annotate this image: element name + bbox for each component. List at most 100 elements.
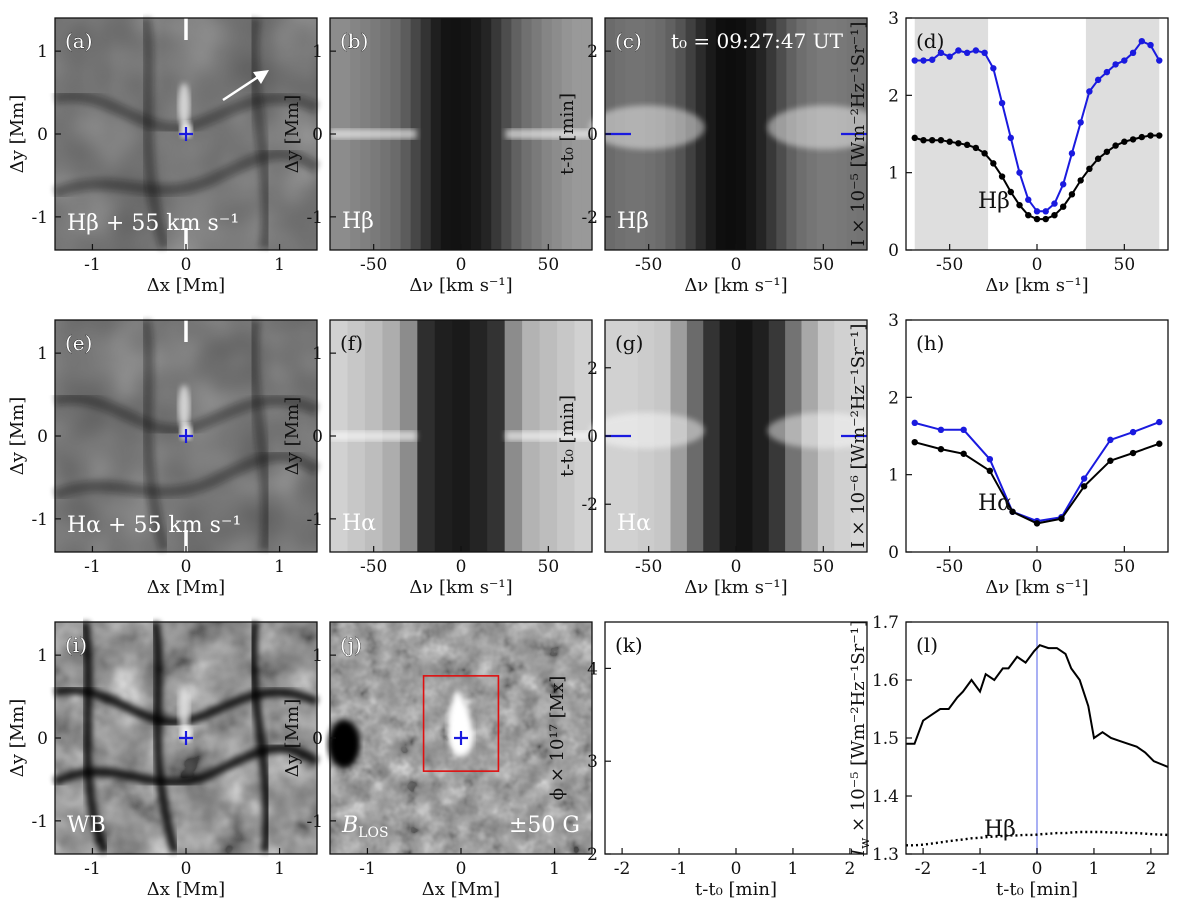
data-point-1	[1107, 457, 1114, 464]
data-point-0	[1077, 119, 1084, 126]
direction-arrow	[222, 73, 262, 102]
series-line-0	[914, 421, 1160, 523]
y-tick-label: -1	[306, 510, 323, 530]
series-line-0	[605, 670, 867, 847]
panel-annotation: Hα	[342, 511, 376, 536]
y-axis-label: t-t₀ [min]	[557, 93, 578, 175]
x-tick-label: 1	[274, 859, 285, 879]
x-tick-label: 50	[538, 557, 560, 577]
x-axis-label: t-t₀ [min]	[695, 879, 777, 900]
x-tick-label: -2	[614, 859, 631, 879]
data-point-0	[911, 57, 918, 64]
spectral-column	[434, 320, 453, 552]
data-point-0	[911, 419, 918, 427]
data-point-0	[981, 49, 988, 56]
data-point-0	[920, 57, 927, 64]
y-tick-label: 1	[312, 646, 323, 666]
data-point-1	[937, 136, 945, 144]
data-point-0	[1068, 150, 1076, 157]
data-point-1	[1042, 215, 1049, 223]
plus-marker	[179, 731, 193, 745]
data-point-1	[1051, 212, 1058, 219]
intergranular-lane	[150, 621, 180, 854]
series-line-1	[914, 441, 1160, 525]
panel-c: (c) t₀ = 09:27:47 UT Hβ -50 0 50 -2 0 2 Δν [km s⁻…	[557, 17, 883, 296]
data-point-1	[1009, 508, 1016, 515]
y-tick-label: 0	[888, 241, 899, 261]
data-point-1	[1156, 440, 1163, 447]
panel-label: (k)	[615, 633, 643, 657]
panel-label: (f)	[340, 331, 363, 355]
data-point-1	[1060, 203, 1067, 210]
panel-label: (h)	[916, 331, 945, 355]
data-point-1	[1112, 142, 1119, 149]
y-tick-label: 1.5	[872, 729, 899, 749]
data-point-0	[1086, 88, 1093, 95]
spectral-column	[756, 18, 767, 250]
x-tick-label: 1	[549, 859, 560, 879]
x-tick-label: 2	[844, 859, 855, 879]
y-tick-label: 1	[312, 42, 323, 62]
x-tick-label: 0	[181, 557, 192, 577]
x-tick-label: -50	[360, 255, 387, 275]
data-point-1	[963, 141, 971, 149]
data-point-1	[1156, 132, 1163, 139]
y-axis-label: Iw × 10⁻⁵ [Wm⁻²Hz⁻¹Sr⁻¹]	[848, 620, 873, 857]
x-tick-label: 0	[1032, 859, 1043, 879]
y-axis-label: t-t₀ [min]	[557, 395, 578, 477]
y-axis-label-rest: × 10⁻⁵ [Wm⁻²Hz⁻¹Sr⁻¹]	[848, 620, 869, 838]
y-axis-label: Δy [Mm]	[7, 397, 28, 475]
y-tick-label: -1	[306, 208, 323, 228]
data-point-0	[929, 56, 936, 63]
x-tick-label: 0	[456, 557, 467, 577]
data-point-1	[1086, 165, 1093, 172]
x-tick-label: 1	[1089, 859, 1100, 879]
data-point-0	[1051, 200, 1058, 207]
y-tick-label: 0	[312, 427, 323, 447]
data-point-0	[1156, 57, 1163, 64]
spectral-column	[715, 18, 727, 250]
plot-frame	[604, 621, 868, 855]
y-tick-label: 1.3	[872, 845, 899, 865]
y-tick-label: 3	[888, 9, 899, 29]
spectral-column	[471, 18, 482, 250]
y-tick-label: -1	[31, 208, 48, 228]
data-point-1	[1077, 177, 1084, 184]
y-axis-label-main: I	[848, 848, 869, 857]
spectral-column	[725, 18, 737, 250]
panel-label: (e)	[65, 331, 92, 355]
y-tick-label: 1	[37, 42, 48, 62]
data-point-0	[990, 65, 997, 72]
y-axis-label: Δy [Mm]	[282, 397, 303, 475]
data-point-0	[1103, 68, 1111, 76]
x-axis-label: Δν [km s⁻¹]	[409, 275, 512, 296]
brightening-band	[505, 129, 592, 139]
brightening-patch	[767, 105, 883, 150]
x-tick-label: 50	[538, 255, 560, 275]
brightening-band	[330, 431, 417, 441]
data-point-1	[920, 136, 927, 144]
y-tick-label: 2	[587, 845, 598, 865]
data-point-0	[1033, 208, 1041, 215]
y-axis-label: Δy [Mm]	[7, 699, 28, 777]
data-point-0	[986, 456, 994, 463]
data-point-1	[1094, 155, 1102, 162]
panel-label: (b)	[340, 29, 368, 53]
spectral-column	[736, 18, 747, 250]
x-tick-label: 50	[1114, 255, 1136, 275]
bright-point	[178, 83, 191, 127]
x-tick-label: 0	[731, 255, 742, 275]
x-tick-label: -50	[936, 557, 963, 577]
plot-area	[911, 18, 1163, 250]
annotation-symbol: B	[341, 813, 358, 838]
x-axis-label: t-t₀ [min]	[996, 879, 1078, 900]
magnetic-concentration	[447, 688, 474, 757]
spectral-column	[491, 18, 502, 250]
data-point-0	[955, 47, 962, 54]
panel-annotation: Hβ	[617, 209, 649, 234]
intergranular-lane	[52, 450, 321, 501]
panel-label: (a)	[65, 29, 93, 53]
plot-area	[605, 622, 867, 854]
spectral-column	[746, 18, 757, 250]
